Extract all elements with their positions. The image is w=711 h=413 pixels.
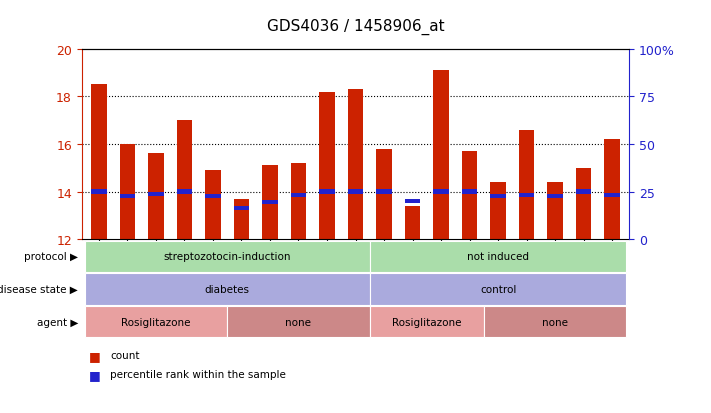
Bar — [91, 85, 107, 240]
Text: not induced: not induced — [467, 252, 529, 262]
Bar — [433, 190, 449, 194]
Bar — [262, 201, 278, 205]
Bar — [547, 195, 563, 199]
Bar — [348, 190, 363, 194]
Bar — [119, 195, 135, 199]
Bar — [348, 90, 363, 240]
Text: control: control — [480, 284, 516, 294]
Text: count: count — [110, 351, 139, 361]
Bar — [461, 190, 477, 194]
Text: diabetes: diabetes — [205, 284, 250, 294]
Bar — [576, 169, 592, 240]
Bar — [376, 150, 392, 240]
Text: protocol ▶: protocol ▶ — [24, 252, 78, 262]
Bar — [576, 190, 592, 194]
Bar — [376, 190, 392, 194]
Bar — [405, 199, 420, 204]
Bar — [519, 193, 535, 198]
Bar — [405, 206, 420, 240]
Bar — [291, 193, 306, 198]
Bar — [519, 131, 535, 240]
Bar — [148, 192, 164, 197]
Bar — [490, 195, 506, 199]
Bar — [604, 140, 620, 240]
Bar — [234, 206, 250, 211]
Bar — [547, 183, 563, 240]
Bar — [319, 93, 335, 240]
Text: none: none — [542, 317, 568, 327]
Bar — [490, 183, 506, 240]
Bar — [461, 152, 477, 240]
Text: none: none — [286, 317, 311, 327]
Bar — [262, 166, 278, 240]
Bar — [604, 193, 620, 198]
Text: GDS4036 / 1458906_at: GDS4036 / 1458906_at — [267, 19, 444, 35]
Text: ■: ■ — [89, 349, 101, 362]
Bar — [176, 190, 192, 194]
Text: Rosiglitazone: Rosiglitazone — [121, 317, 191, 327]
Bar — [205, 195, 221, 199]
Bar — [91, 190, 107, 194]
Bar — [433, 71, 449, 240]
Bar — [176, 121, 192, 240]
Bar — [205, 171, 221, 240]
Text: disease state ▶: disease state ▶ — [0, 284, 78, 294]
Text: percentile rank within the sample: percentile rank within the sample — [110, 369, 286, 379]
Bar — [291, 164, 306, 240]
Text: ■: ■ — [89, 368, 101, 381]
Text: Rosiglitazone: Rosiglitazone — [392, 317, 461, 327]
Text: streptozotocin-induction: streptozotocin-induction — [164, 252, 291, 262]
Bar — [234, 199, 250, 240]
Text: agent ▶: agent ▶ — [37, 317, 78, 327]
Bar — [148, 154, 164, 240]
Bar — [319, 190, 335, 194]
Bar — [119, 145, 135, 240]
